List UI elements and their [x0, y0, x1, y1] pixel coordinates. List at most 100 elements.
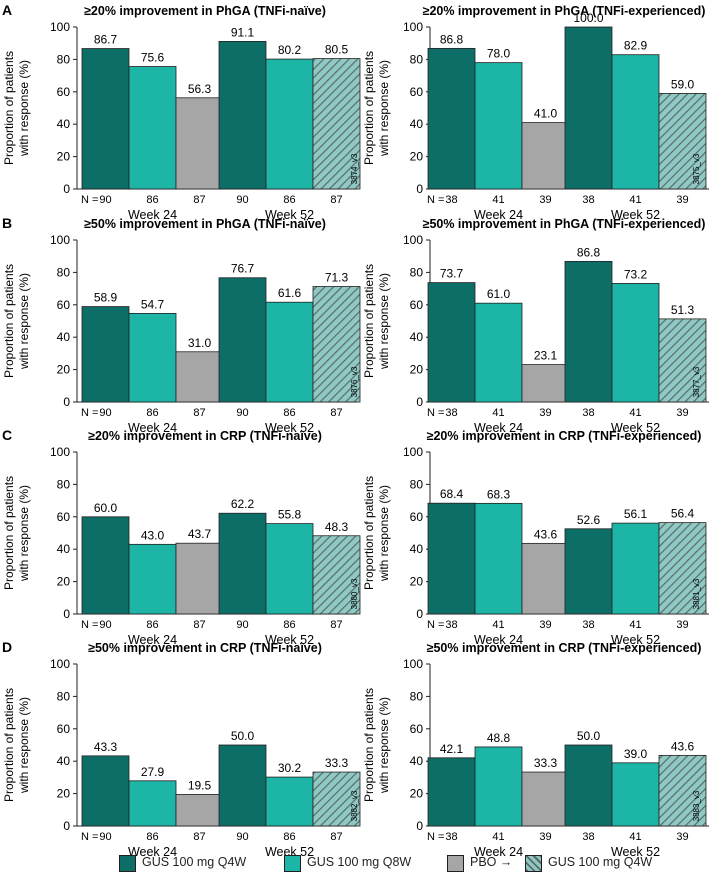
bar-value-label: 39.0 — [624, 747, 648, 761]
y-tick-label: 20 — [57, 150, 71, 164]
y-tick-label: 40 — [410, 542, 424, 556]
y-tick-label: 20 — [57, 575, 71, 589]
bar — [175, 351, 224, 403]
bar — [658, 522, 707, 615]
bar-value-label: 80.2 — [278, 43, 302, 57]
n-count-label: 87 — [193, 194, 205, 206]
y-tick-label: 60 — [57, 510, 71, 524]
bar-value-label: 54.7 — [141, 297, 165, 311]
n-count-label: 41 — [629, 619, 641, 631]
chart-title: ≥20% improvement in CRP (TNFi-naïve) — [88, 429, 322, 443]
n-count-label: 86 — [146, 619, 158, 631]
y-tick-label: 80 — [57, 477, 71, 491]
n-count-label: 38 — [582, 407, 594, 419]
chart-title: ≥20% improvement in CRP (TNFi-experience… — [427, 429, 702, 443]
bar — [312, 286, 361, 403]
y-tick-label: 80 — [410, 477, 424, 491]
bar — [474, 62, 523, 190]
legend-swatch-pbo-gus — [525, 855, 542, 872]
n-prefix-label: N = — [427, 831, 444, 843]
n-count-label: 38 — [445, 407, 457, 419]
y-axis-label: Proportion of patientswith response (%) — [362, 264, 391, 378]
x-category-label: Week 24 — [128, 421, 177, 435]
y-tick-label: 20 — [410, 363, 424, 377]
bar-value-label: 71.3 — [325, 270, 349, 284]
n-count-label: 39 — [539, 194, 551, 206]
bar — [218, 512, 267, 615]
y-tick-label: 40 — [57, 542, 71, 556]
bar-value-label: 86.8 — [440, 32, 464, 46]
y-tick-label: 60 — [57, 298, 71, 312]
y-tick-label: 60 — [410, 510, 424, 524]
y-tick-label: 100 — [403, 20, 423, 34]
y-tick-label: 0 — [63, 607, 70, 621]
bar — [81, 306, 130, 403]
bar — [128, 312, 177, 403]
bar — [474, 302, 523, 403]
chart-title: ≥20% improvement in PhGA (TNFi-experienc… — [423, 4, 706, 18]
legend-swatch-gus-q4w — [119, 855, 136, 872]
chart-panel: A ≥20% improvement in PhGA (TNFi-naïve) Pr… — [2, 2, 361, 222]
chart-title: ≥20% improvement in PhGA (TNFi-naïve) — [84, 4, 326, 18]
n-count-label: 86 — [283, 831, 295, 843]
figure-code-label: 3876_v3 — [350, 366, 359, 397]
bar — [218, 41, 267, 190]
n-count-label: 90 — [236, 194, 248, 206]
n-count-label: 41 — [492, 407, 504, 419]
x-category-label: Week 52 — [611, 633, 660, 647]
bar-value-label: 56.1 — [624, 507, 648, 521]
bar-value-label: 56.3 — [188, 82, 212, 96]
chart-panel: ≥50% improvement in PhGA (TNFi-experienc… — [362, 217, 709, 435]
bar-value-label: 50.0 — [577, 729, 601, 743]
y-tick-label: 40 — [57, 117, 71, 131]
y-tick-label: 0 — [416, 607, 423, 621]
y-tick-label: 40 — [410, 754, 424, 768]
bar-value-label: 56.4 — [671, 507, 695, 521]
y-axis-label: Proportion of patientswith response (%) — [2, 688, 31, 802]
bar-value-label: 43.0 — [141, 528, 165, 542]
bar — [474, 746, 523, 827]
bar-value-label: 78.0 — [487, 47, 511, 61]
figure-code-label: 3877_v3 — [692, 366, 701, 397]
bar — [128, 66, 177, 190]
y-tick-label: 0 — [63, 819, 70, 833]
bar-value-label: 27.9 — [141, 765, 165, 779]
chart-panel: ≥20% improvement in PhGA (TNFi-experienc… — [362, 4, 709, 222]
x-category-label: Week 24 — [128, 845, 177, 859]
bar-value-label: 50.0 — [231, 729, 255, 743]
bar-value-label: 31.0 — [188, 336, 212, 350]
y-tick-label: 100 — [50, 233, 70, 247]
n-count-label: 41 — [492, 619, 504, 631]
bar — [81, 48, 130, 190]
panel-letter: D — [2, 639, 12, 655]
n-count-label: 41 — [492, 831, 504, 843]
n-count-label: 38 — [582, 619, 594, 631]
y-axis-label: Proportion of patientswith response (%) — [2, 476, 31, 590]
bar-value-label: 19.5 — [188, 778, 212, 792]
x-category-label: Week 52 — [265, 208, 314, 222]
x-category-label: Week 24 — [474, 208, 523, 222]
y-tick-label: 100 — [50, 445, 70, 459]
y-tick-label: 0 — [416, 819, 423, 833]
chart-panel: D ≥50% improvement in CRP (TNFi-naïve) Pro… — [2, 639, 361, 859]
bar — [521, 771, 570, 827]
n-count-label: 86 — [283, 407, 295, 419]
figure-code-label: 3883_v3 — [692, 790, 701, 821]
bar-value-label: 33.3 — [534, 756, 558, 770]
y-tick-label: 60 — [410, 298, 424, 312]
x-category-label: Week 52 — [611, 421, 660, 435]
n-count-label: 39 — [676, 619, 688, 631]
n-count-label: 90 — [99, 619, 111, 631]
y-axis-label: Proportion of patientswith response (%) — [362, 476, 391, 590]
y-tick-label: 100 — [403, 657, 423, 671]
y-tick-label: 60 — [57, 85, 71, 99]
y-tick-label: 0 — [63, 395, 70, 409]
n-count-label: 38 — [445, 194, 457, 206]
y-tick-label: 80 — [410, 689, 424, 703]
bar — [175, 97, 224, 190]
figure-code-label: 3880_v3 — [350, 578, 359, 609]
x-category-label: Week 52 — [265, 633, 314, 647]
bar-value-label: 33.3 — [325, 756, 349, 770]
x-category-label: Week 24 — [128, 633, 177, 647]
